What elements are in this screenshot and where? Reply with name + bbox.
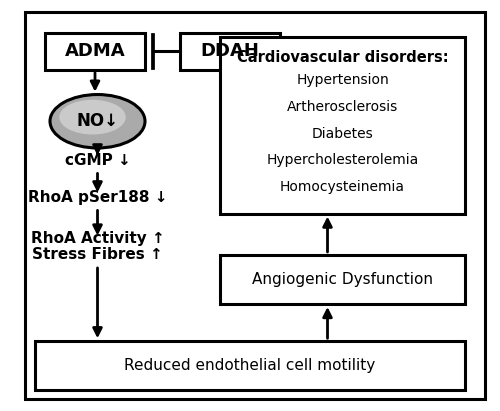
FancyBboxPatch shape (45, 33, 145, 70)
Text: NO↓: NO↓ (76, 112, 118, 130)
Text: DDAH: DDAH (200, 42, 260, 60)
Text: Hypercholesterolemia: Hypercholesterolemia (266, 153, 418, 167)
Text: Reduced endothelial cell motility: Reduced endothelial cell motility (124, 358, 376, 373)
Ellipse shape (60, 100, 126, 134)
Text: RhoA Activity ↑: RhoA Activity ↑ (30, 231, 164, 246)
Ellipse shape (50, 95, 145, 148)
FancyBboxPatch shape (180, 33, 280, 70)
Text: Artherosclerosis: Artherosclerosis (287, 100, 398, 114)
Text: Cardiovascular disorders:: Cardiovascular disorders: (236, 50, 448, 65)
Text: cGMP ↓: cGMP ↓ (64, 153, 130, 168)
FancyBboxPatch shape (25, 12, 485, 399)
Text: Diabetes: Diabetes (312, 127, 374, 141)
FancyBboxPatch shape (220, 37, 465, 214)
Text: Angiogenic Dysfunction: Angiogenic Dysfunction (252, 272, 433, 287)
Text: RhoA pSer188 ↓: RhoA pSer188 ↓ (28, 190, 167, 205)
Text: ADMA: ADMA (64, 42, 126, 60)
FancyBboxPatch shape (35, 341, 465, 390)
Text: Stress Fibres ↑: Stress Fibres ↑ (32, 247, 163, 262)
Text: Hypertension: Hypertension (296, 73, 389, 87)
Text: Homocysteinemia: Homocysteinemia (280, 180, 405, 194)
FancyBboxPatch shape (220, 255, 465, 304)
